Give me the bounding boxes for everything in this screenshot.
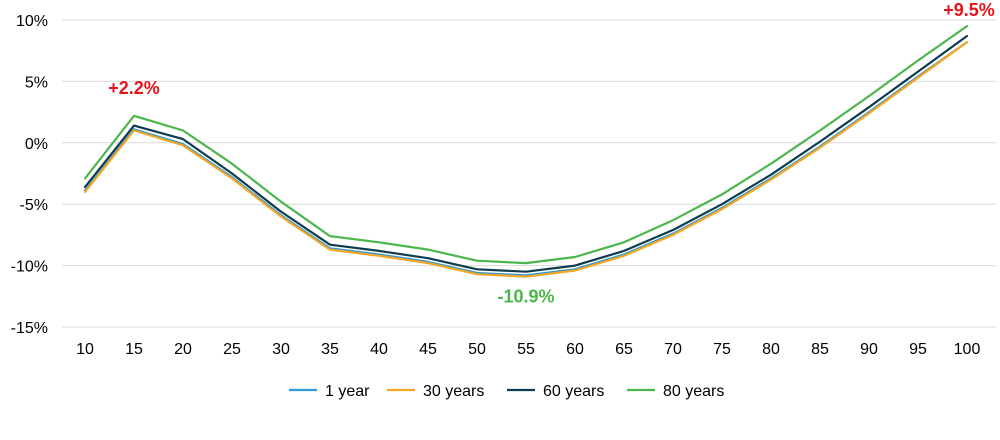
annotation-label: +2.2% <box>108 78 160 98</box>
annotation-label: +9.5% <box>943 0 995 20</box>
x-tick-label: 85 <box>811 341 829 358</box>
x-tick-label: 15 <box>125 341 143 358</box>
series-lines <box>83 25 969 278</box>
annotation-label: -10.9% <box>497 287 554 307</box>
legend: 1 year 30 years 60 years 80 years <box>289 383 724 400</box>
x-tick-label: 60 <box>566 341 584 358</box>
legend-label: 80 years <box>663 383 724 400</box>
y-tick-label: -5% <box>20 197 48 214</box>
y-tick-label: 5% <box>25 74 48 91</box>
x-tick-label: 35 <box>321 341 339 358</box>
legend-label: 60 years <box>543 383 604 400</box>
gridlines <box>62 19 996 328</box>
legend-label: 30 years <box>423 383 484 400</box>
x-tick-label: 80 <box>762 341 780 358</box>
y-tick-label: 0% <box>25 136 48 153</box>
x-tick-label: 30 <box>272 341 290 358</box>
legend-item: 60 years <box>507 383 604 400</box>
y-tick-label: 10% <box>16 13 48 30</box>
x-tick-label: 100 <box>954 341 981 358</box>
x-tick-label: 25 <box>223 341 241 358</box>
x-tick-label: 20 <box>174 341 192 358</box>
x-tick-label: 45 <box>419 341 437 358</box>
x-tick-label: 95 <box>909 341 927 358</box>
legend-item: 80 years <box>627 383 724 400</box>
x-tick-label: 40 <box>370 341 388 358</box>
x-tick-label: 10 <box>76 341 94 358</box>
legend-label: 1 year <box>325 383 370 400</box>
x-tick-label: 65 <box>615 341 633 358</box>
x-tick-label: 90 <box>860 341 878 358</box>
series-line-4 <box>83 25 969 265</box>
x-tick-label: 75 <box>713 341 731 358</box>
x-tick-label: 55 <box>517 341 535 358</box>
x-tick-label: 50 <box>468 341 486 358</box>
series-line-3 <box>83 34 969 273</box>
legend-item: 1 year <box>289 383 370 400</box>
annotations: +2.2% -10.9% +9.5% <box>108 0 995 307</box>
x-tick-label: 70 <box>664 341 682 358</box>
x-axis-tick-labels: 10 15 20 25 30 35 40 45 50 55 60 65 70 75 80 85 90 95 100 <box>76 341 980 358</box>
series-line-2 <box>83 40 969 278</box>
y-tick-label: -10% <box>11 259 48 276</box>
y-axis-tick-labels: 10% 5% 0% -5% -10% -15% <box>11 13 48 337</box>
y-tick-label: -15% <box>11 320 48 337</box>
legend-item: 30 years <box>387 383 484 400</box>
series-line-1 <box>83 40 969 277</box>
